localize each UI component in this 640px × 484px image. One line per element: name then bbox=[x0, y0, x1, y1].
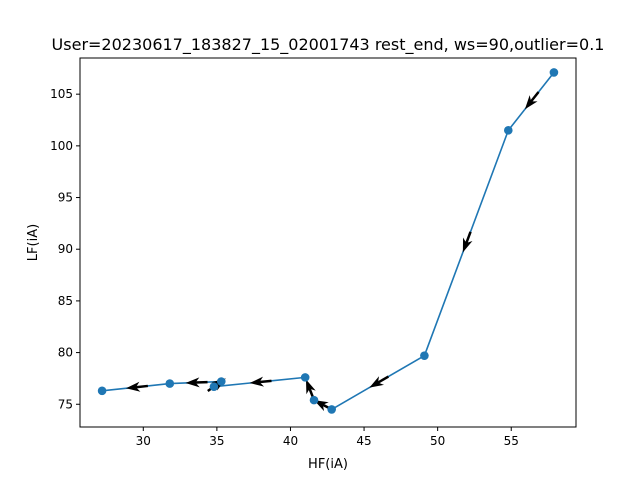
chart-title: User=20230617_183827_15_02001743 rest_en… bbox=[52, 35, 605, 55]
data-point bbox=[504, 126, 513, 135]
y-tick-label: 105 bbox=[50, 87, 73, 101]
y-tick-label: 85 bbox=[58, 294, 73, 308]
x-tick-label: 45 bbox=[356, 434, 371, 448]
data-point bbox=[420, 351, 429, 360]
y-axis-label: LF(iA) bbox=[26, 224, 41, 261]
x-tick-label: 35 bbox=[209, 434, 224, 448]
x-tick-label: 30 bbox=[136, 434, 151, 448]
y-tick-label: 90 bbox=[58, 242, 73, 256]
data-point bbox=[217, 377, 226, 386]
y-tick-label: 75 bbox=[58, 397, 73, 411]
x-tick-label: 50 bbox=[430, 434, 445, 448]
data-point bbox=[210, 382, 219, 391]
data-point bbox=[327, 405, 336, 414]
y-tick-label: 95 bbox=[58, 191, 73, 205]
direction-arrow-shaft bbox=[136, 386, 148, 387]
direction-arrow-shaft bbox=[260, 381, 272, 382]
data-point bbox=[98, 387, 107, 396]
x-tick-label: 55 bbox=[504, 434, 519, 448]
y-tick-label: 80 bbox=[58, 346, 73, 360]
y-tick-label: 100 bbox=[50, 139, 73, 153]
data-point bbox=[550, 68, 559, 77]
data-point bbox=[165, 379, 174, 388]
data-point bbox=[301, 373, 310, 382]
x-tick-label: 40 bbox=[283, 434, 298, 448]
data-point bbox=[310, 396, 319, 405]
x-axis-label: HF(iA) bbox=[308, 457, 348, 472]
